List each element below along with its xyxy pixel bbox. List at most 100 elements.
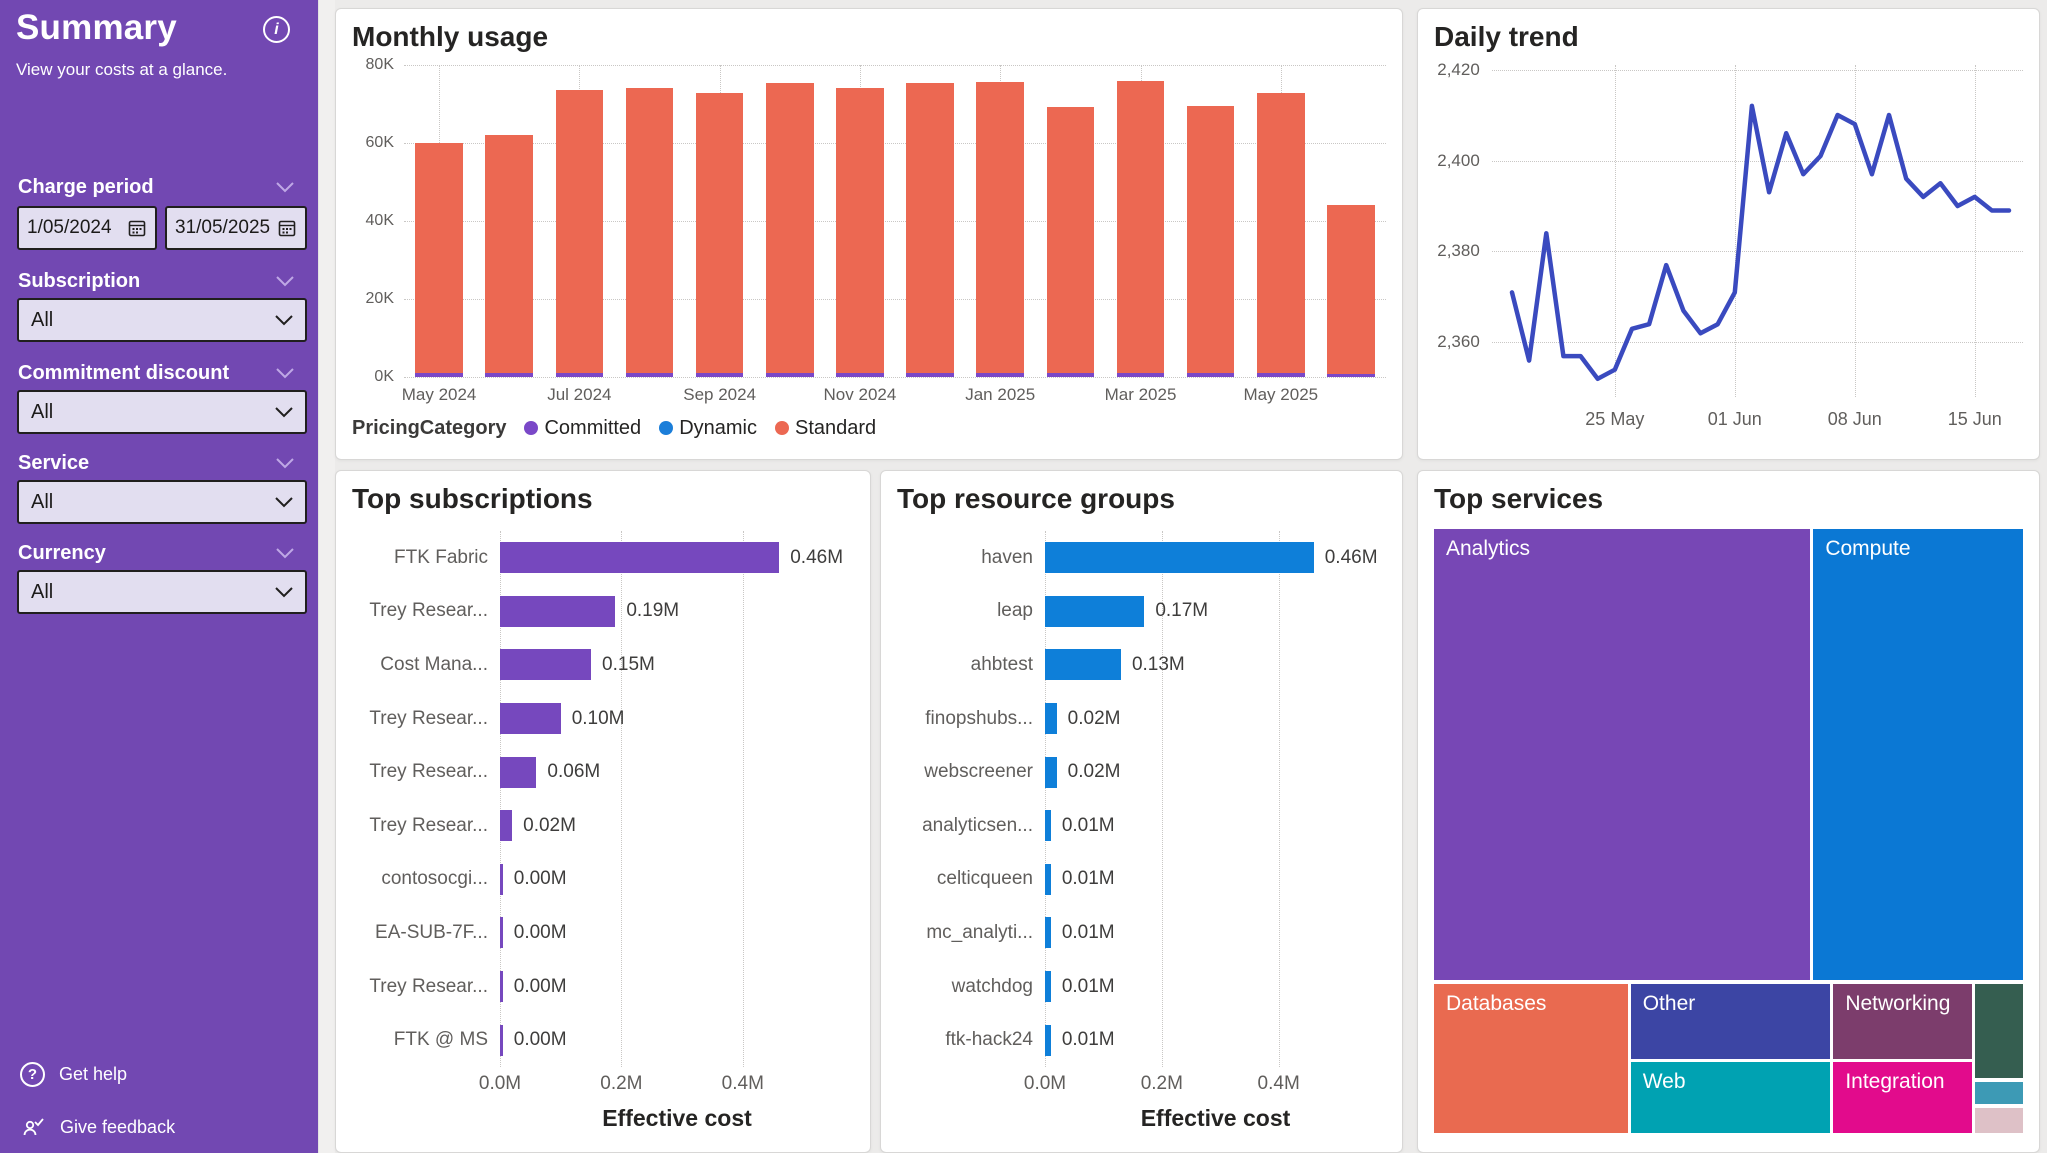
usage-bar[interactable] <box>625 87 674 377</box>
value-bar[interactable] <box>1045 863 1051 895</box>
committed-segment <box>765 372 814 377</box>
value-bar[interactable] <box>500 971 503 1003</box>
usage-bar[interactable] <box>906 82 954 377</box>
treemap-tile[interactable] <box>1975 984 2023 1079</box>
treemap-tile-compute[interactable]: Compute <box>1813 529 2023 980</box>
chevron-up-icon[interactable] <box>276 458 294 469</box>
charge-period-from-input[interactable]: 1/05/2024 <box>17 206 157 250</box>
bar-row: analyticsen... 0.01M <box>897 799 1386 853</box>
value-bar[interactable] <box>1045 595 1145 627</box>
value-bar[interactable] <box>1045 810 1051 842</box>
usage-bar[interactable] <box>1256 93 1305 377</box>
value-bar[interactable] <box>1045 917 1051 949</box>
gridline <box>621 531 623 1067</box>
treemap-label: Compute <box>1825 537 1911 560</box>
get-help-button[interactable]: ? Get help <box>20 1062 127 1087</box>
info-icon[interactable]: i <box>263 16 290 43</box>
value-bar[interactable] <box>500 542 780 574</box>
category-label: haven <box>981 546 1033 568</box>
value-bar[interactable] <box>500 863 503 895</box>
charge-period-from-value: 1/05/2024 <box>27 217 112 238</box>
treemap-tile-analytics[interactable]: Analytics <box>1434 529 1811 980</box>
legend-item[interactable]: Standard <box>774 417 876 440</box>
y-axis: 80K 60K 40K 20K 0K <box>352 56 404 385</box>
committed-segment <box>625 372 674 377</box>
x-axis-title: Effective cost <box>602 1105 752 1131</box>
legend-title: PricingCategory <box>352 416 507 439</box>
value-bar[interactable] <box>1045 971 1051 1003</box>
currency-select[interactable]: All <box>17 570 307 614</box>
commitment-discount-label: Commitment discount <box>18 362 230 384</box>
legend-dot <box>524 421 539 435</box>
bar-zone: 0.15M <box>500 649 854 681</box>
legend-item[interactable]: Committed <box>524 417 641 440</box>
trend-line[interactable] <box>1509 103 2012 382</box>
value-bar[interactable] <box>1045 1024 1051 1056</box>
charge-period-to-input[interactable]: 31/05/2025 <box>165 206 307 250</box>
subscription-value: All <box>31 308 54 331</box>
usage-bar[interactable] <box>836 88 884 377</box>
committed-segment <box>1116 372 1165 377</box>
value-label: 0.46M <box>1324 546 1378 568</box>
usage-bar[interactable] <box>1327 205 1375 377</box>
usage-bar[interactable] <box>415 143 463 377</box>
y-axis-tick: 0K <box>374 368 394 385</box>
x-axis-tick: 0.4M <box>721 1073 764 1094</box>
gridline <box>1491 160 2023 162</box>
service-select[interactable]: All <box>17 480 307 524</box>
value-bar[interactable] <box>500 703 561 735</box>
value-bar[interactable] <box>500 595 616 627</box>
chevron-up-icon[interactable] <box>276 368 294 379</box>
value-bar[interactable] <box>500 810 513 842</box>
gridlines <box>1045 531 1378 1067</box>
bar-row: ftk-hack24 0.01M <box>897 1013 1386 1067</box>
usage-bar[interactable] <box>765 82 814 377</box>
page-scrollbar-track[interactable] <box>318 0 335 1153</box>
gridline <box>404 377 1386 378</box>
y-axis-tick: 2,400 <box>1437 150 1480 170</box>
chevron-up-icon[interactable] <box>276 182 294 193</box>
chevron-up-icon[interactable] <box>276 276 294 287</box>
value-bar[interactable] <box>1045 703 1057 735</box>
treemap-tile-web[interactable]: Web <box>1630 1062 1831 1133</box>
value-bar[interactable] <box>500 756 537 788</box>
value-bar[interactable] <box>500 917 503 949</box>
treemap-tile-networking[interactable]: Networking <box>1833 984 1973 1059</box>
gridline <box>1161 531 1163 1067</box>
usage-bar[interactable] <box>976 82 1025 377</box>
treemap-tile-databases[interactable]: Databases <box>1434 984 1628 1133</box>
commitment-discount-select[interactable]: All <box>17 390 307 434</box>
treemap-tile-other[interactable]: Other <box>1630 984 1831 1059</box>
treemap-tile-integration[interactable]: Integration <box>1833 1062 1973 1133</box>
gridline <box>1491 251 2023 253</box>
legend-item[interactable]: Dynamic <box>659 417 757 440</box>
value-bar[interactable] <box>1045 756 1057 788</box>
usage-bar[interactable] <box>1116 80 1165 377</box>
treemap-tile[interactable] <box>1975 1107 2023 1133</box>
give-feedback-button[interactable]: Give feedback <box>20 1114 175 1140</box>
value-bar[interactable] <box>1045 649 1121 681</box>
value-bar[interactable] <box>500 1024 503 1056</box>
gridline <box>1854 65 1856 397</box>
bar-row: watchdog 0.01M <box>897 960 1386 1014</box>
chevron-down-icon <box>275 496 293 508</box>
bar-zone: 0.02M <box>500 810 854 842</box>
usage-bar[interactable] <box>1046 106 1095 377</box>
currency-label: Currency <box>18 542 106 564</box>
usage-bar[interactable] <box>1186 105 1235 377</box>
category-label: ahbtest <box>970 653 1033 675</box>
usage-bar[interactable] <box>695 93 744 377</box>
filter-sidebar: Summary i View your costs at a glance. C… <box>0 0 318 1153</box>
usage-bar[interactable] <box>485 135 534 377</box>
bar-row: leap 0.17M <box>897 585 1386 639</box>
gridline <box>1278 531 1280 1067</box>
chevron-up-icon[interactable] <box>276 548 294 559</box>
value-bar[interactable] <box>1045 542 1314 574</box>
treemap-tile[interactable] <box>1975 1081 2023 1104</box>
subscription-select[interactable]: All <box>17 298 307 342</box>
top-services-title: Top services <box>1434 483 1604 514</box>
usage-bar[interactable] <box>555 89 604 377</box>
bar-row: FTK Fabric 0.46M <box>352 531 854 585</box>
value-bar[interactable] <box>500 649 592 681</box>
bar-zone: 0.00M <box>500 917 854 949</box>
